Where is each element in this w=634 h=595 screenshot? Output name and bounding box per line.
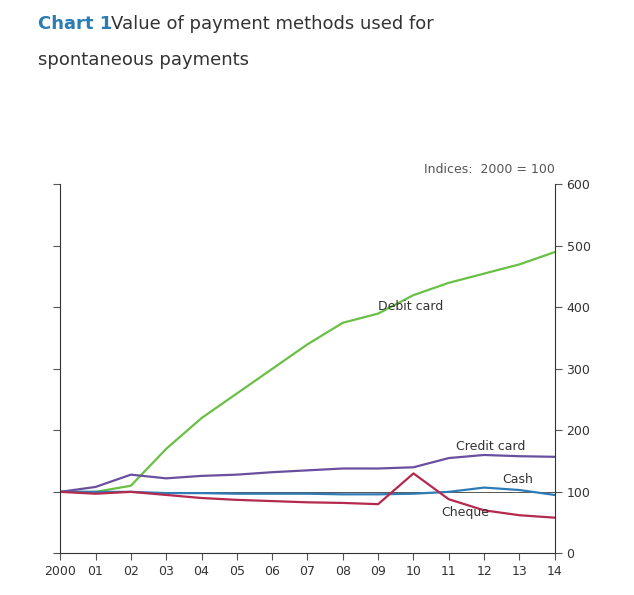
Text: Value of payment methods used for: Value of payment methods used for — [111, 15, 434, 33]
Text: Cheque: Cheque — [442, 506, 489, 519]
Text: Chart 1: Chart 1 — [38, 15, 112, 33]
Text: Indices:  2000 = 100: Indices: 2000 = 100 — [424, 162, 555, 176]
Text: Cash: Cash — [501, 472, 533, 486]
Text: spontaneous payments: spontaneous payments — [38, 51, 249, 68]
Text: Credit card: Credit card — [456, 440, 525, 453]
Text: Debit card: Debit card — [378, 300, 443, 314]
